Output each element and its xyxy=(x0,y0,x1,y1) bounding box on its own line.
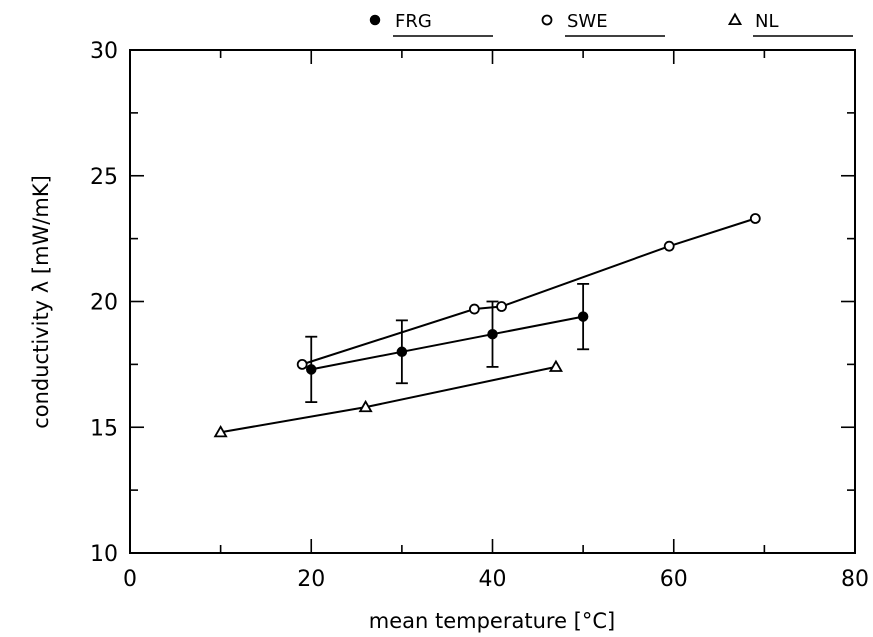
legend-marker-frg xyxy=(369,14,381,26)
legend: FRG SWE NL xyxy=(369,11,853,37)
series-line-swe xyxy=(301,217,756,366)
data-point-swe xyxy=(496,301,507,312)
data-point-nl xyxy=(358,399,373,413)
series-line-nl xyxy=(220,365,557,434)
legend-marker-swe xyxy=(541,14,553,26)
data-point-frg xyxy=(306,364,317,375)
series-frg xyxy=(305,282,590,404)
data-point-swe xyxy=(296,358,308,370)
plot-area: 10 15 20 25 30 0 20 40 60 80 xyxy=(90,39,869,592)
data-point-nl xyxy=(213,424,228,438)
x-axis-title: mean temperature [°C] xyxy=(369,609,615,633)
y-axis: 10 15 20 25 30 xyxy=(90,39,855,567)
x-tick-label: 40 xyxy=(479,567,507,592)
legend-label-swe: SWE xyxy=(567,11,608,32)
legend-marker-nl xyxy=(727,12,743,26)
series-nl xyxy=(213,359,563,438)
legend-label-frg: FRG xyxy=(395,11,432,32)
data-point-frg xyxy=(396,346,408,358)
data-point-frg xyxy=(577,311,589,322)
y-tick-label: 10 xyxy=(90,542,118,567)
y-tick-label: 25 xyxy=(90,165,118,190)
y-tick-label: 20 xyxy=(90,291,118,316)
series-swe xyxy=(296,213,761,370)
data-point-swe xyxy=(749,213,761,224)
x-tick-label: 60 xyxy=(660,567,688,592)
data-point-frg xyxy=(487,328,498,340)
y-tick-label: 30 xyxy=(90,39,118,64)
data-point-swe xyxy=(468,303,480,315)
data-point-swe xyxy=(663,240,675,252)
series-layer xyxy=(213,213,761,438)
x-tick-label: 0 xyxy=(123,567,137,592)
data-point-nl xyxy=(548,359,563,372)
x-tick-label: 20 xyxy=(297,567,325,592)
y-tick-label: 15 xyxy=(90,416,118,441)
legend-label-nl: NL xyxy=(755,11,779,32)
series-line-frg xyxy=(311,315,584,371)
y-axis-title: conductivity λ [mW/mK] xyxy=(29,175,53,429)
x-axis: 0 20 40 60 80 xyxy=(123,50,869,592)
x-tick-label: 80 xyxy=(841,567,869,592)
